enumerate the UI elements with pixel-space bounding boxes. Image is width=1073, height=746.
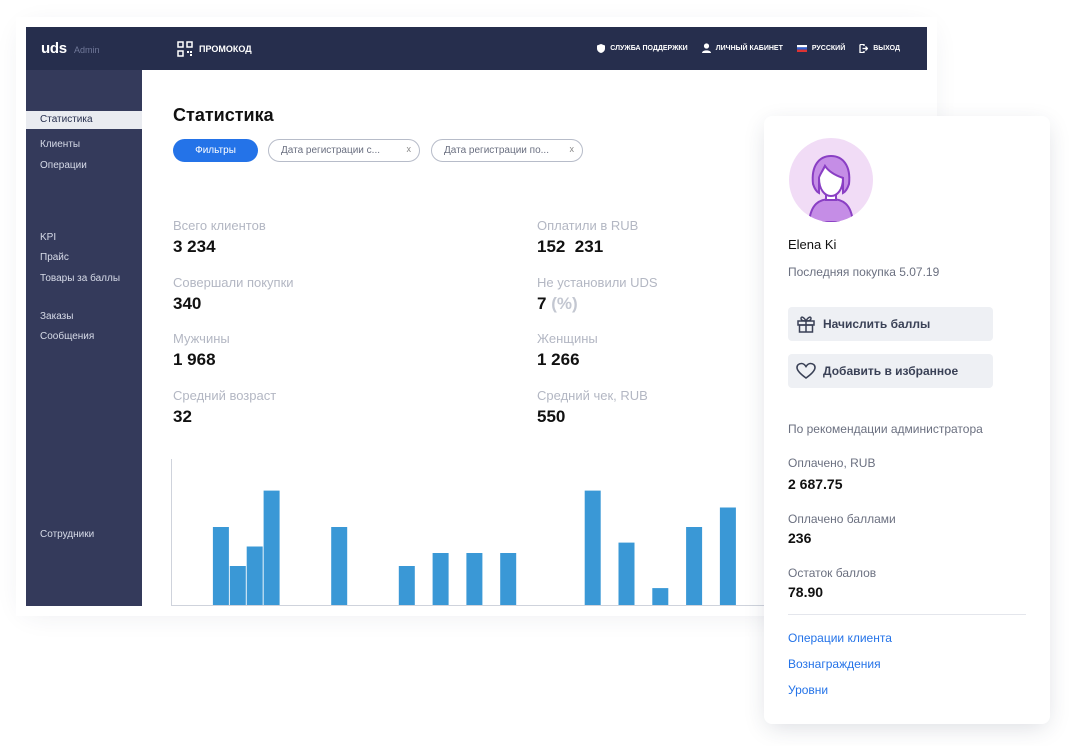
stat-value-women: 1 266 [537, 350, 580, 369]
divider [788, 614, 1026, 615]
add-points-label: Начислить баллы [823, 317, 931, 331]
add-to-favorites-button[interactable]: Добавить в избранное [788, 354, 993, 388]
support-label: СЛУЖБА ПОДДЕРЖКИ [610, 44, 688, 52]
sidebar-item-employees[interactable]: Сотрудники [40, 529, 95, 540]
chart-bar-28 [652, 588, 669, 605]
sidebar-item-clients[interactable]: Клиенты [40, 139, 81, 150]
page-title: Статистика [173, 105, 274, 125]
chart-bar-32 [719, 507, 736, 605]
rewards-link[interactable]: Вознаграждения [788, 657, 881, 671]
stat-value-not-installed-uds: 7 (%) [537, 294, 578, 314]
filters-button[interactable]: Фильтры [173, 139, 258, 162]
chart-bar-3 [229, 566, 246, 605]
stat-value-average-age: 32 [173, 407, 192, 426]
stat-label-women: Женщины [537, 331, 598, 346]
sidebar-item-statistics[interactable]: Статистика [26, 111, 142, 129]
top-right-menu: СЛУЖБА ПОДДЕРЖКИ ЛИЧНЫЙ КАБИНЕТ РУССКИЙ … [597, 43, 900, 53]
stat-label-not-installed-uds: Не установили UDS [537, 275, 658, 290]
logo-subtitle: Admin [74, 45, 100, 55]
sidebar-item-price[interactable]: Прайс [40, 252, 69, 263]
stat-label-men: Мужчины [173, 331, 230, 346]
points-balance-label: Остаток баллов [788, 566, 877, 580]
avatar[interactable] [789, 138, 873, 222]
qr-code-icon [177, 41, 193, 57]
russian-flag-icon [796, 44, 807, 52]
language-label: РУССКИЙ [811, 44, 846, 52]
chart-bar-17 [466, 553, 483, 605]
chart-bar-19 [500, 553, 517, 605]
chip-label: Дата регистрации по... [444, 145, 549, 156]
stat-label-total-clients: Всего клиентов [173, 218, 266, 233]
paid-rub-label: Оплачено, RUB [788, 456, 876, 470]
sidebar-item-orders[interactable]: Заказы [40, 311, 74, 322]
top-navbar: uds Admin ПРОМОКОД СЛУЖБА ПОДДЕРЖКИ ЛИЧН… [26, 27, 927, 70]
logout-link[interactable]: ВЫХОД [859, 43, 900, 53]
logout-label: ВЫХОД [873, 44, 900, 52]
user-icon [701, 43, 711, 53]
chart-bar-24 [584, 490, 601, 605]
account-link[interactable]: ЛИЧНЫЙ КАБИНЕТ [701, 43, 783, 53]
recommendation-text: По рекомендации администратора [788, 422, 983, 436]
stat-value-total-clients: 3 234 [173, 237, 216, 256]
filter-chip-registration-from[interactable]: Дата регистрации с... x [268, 139, 420, 162]
bar-chart [171, 459, 927, 606]
chart-bar-2 [212, 527, 229, 605]
promo-code-button[interactable]: ПРОМОКОД [177, 41, 252, 57]
chart-bar-5 [263, 490, 280, 605]
account-label: ЛИЧНЫЙ КАБИНЕТ [715, 44, 783, 52]
stat-label-made-purchases: Совершали покупки [173, 275, 294, 290]
stat-label-paid-rub: Оплатили в RUB [537, 218, 639, 233]
paid-rub-value: 2 687.75 [788, 476, 843, 492]
user-avatar-icon [807, 154, 855, 222]
chart-bar-15 [432, 553, 449, 605]
sidebar-item-goods-for-points[interactable]: Товары за баллы [40, 273, 121, 284]
chart-bar-9 [331, 527, 348, 605]
stat-value-made-purchases: 340 [173, 294, 202, 313]
chart-bar-26 [618, 542, 635, 605]
gift-icon [797, 316, 815, 333]
stat-label-average-check: Средний чек, RUB [537, 388, 648, 403]
stat-value-paid-rub: 152 231 [537, 237, 604, 256]
main-content: Статистика Фильтры Дата регистрации с...… [142, 70, 927, 606]
shield-icon [597, 43, 606, 53]
chip-label: Дата регистрации с... [281, 145, 380, 156]
chart-bar-4 [246, 546, 263, 605]
filter-chip-registration-to[interactable]: Дата регистрации по... x [431, 139, 583, 162]
logout-icon [859, 43, 869, 53]
stat-value-percent: (%) [551, 294, 578, 313]
stat-label-average-age: Средний возраст [173, 388, 277, 403]
levels-link[interactable]: Уровни [788, 683, 829, 697]
sidebar-item-kpi[interactable]: KPI [40, 232, 57, 243]
heart-icon [796, 362, 816, 379]
paid-points-label: Оплачено баллами [788, 512, 896, 526]
add-to-favorites-label: Добавить в избранное [823, 364, 959, 378]
logo[interactable]: uds [41, 40, 67, 57]
stat-value-average-check: 550 [537, 407, 566, 426]
chip-remove-button[interactable]: x [569, 144, 575, 154]
paid-points-value: 236 [788, 530, 812, 546]
sidebar-item-messages[interactable]: Сообщения [40, 331, 95, 342]
stat-value-number: 7 [537, 294, 547, 313]
support-link[interactable]: СЛУЖБА ПОДДЕРЖКИ [597, 43, 688, 53]
client-card: Elena Ki Последняя покупка 5.07.19 Начис… [768, 120, 1046, 720]
sidebar: Статистика Клиенты Операции KPI Прайс То… [26, 70, 142, 606]
add-points-button[interactable]: Начислить баллы [788, 307, 993, 341]
points-balance-value: 78.90 [788, 584, 824, 600]
language-selector[interactable]: РУССКИЙ [796, 43, 846, 53]
stat-value-men: 1 968 [173, 350, 216, 369]
chart-bar-13 [398, 566, 415, 605]
last-purchase: Последняя покупка 5.07.19 [788, 265, 940, 279]
chart-bar-30 [686, 527, 703, 605]
chip-remove-button[interactable]: x [406, 144, 412, 154]
client-name: Elena Ki [788, 237, 837, 252]
promo-code-label: ПРОМОКОД [199, 44, 252, 54]
client-operations-link[interactable]: Операции клиента [788, 631, 892, 645]
sidebar-item-operations[interactable]: Операции [40, 160, 87, 171]
